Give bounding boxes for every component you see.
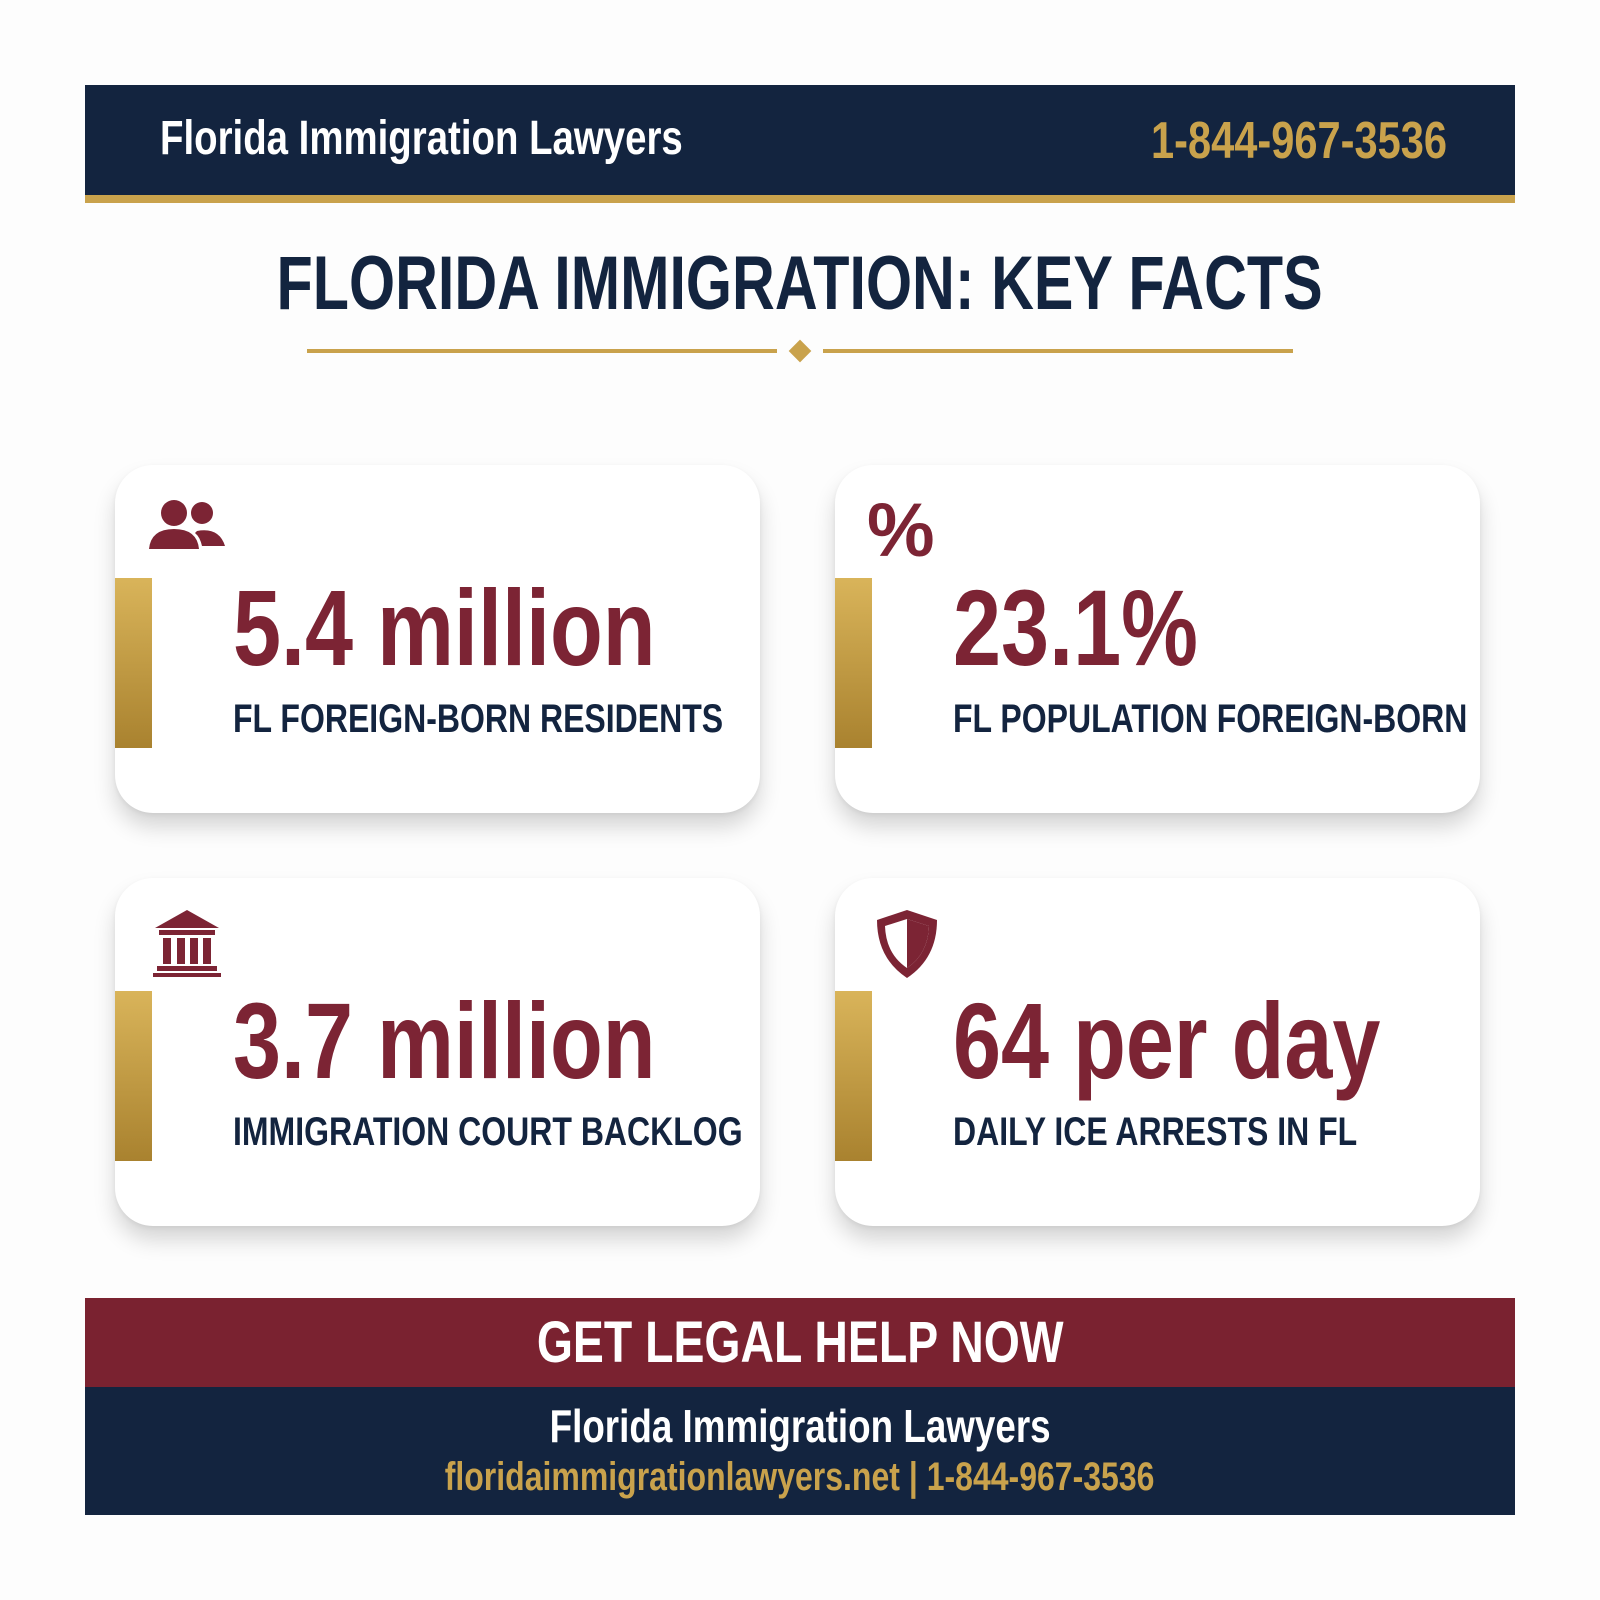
percent-icon: % xyxy=(867,488,935,573)
footer-firm-name: Florida Immigration Lawyers xyxy=(549,1400,1051,1452)
top-banner: Florida Immigration Lawyers 1-844-967-35… xyxy=(85,85,1515,203)
people-icon xyxy=(149,500,225,549)
brand-name: Florida Immigration Lawyers xyxy=(160,112,683,165)
get-legal-help-button[interactable]: GET LEGAL HELP NOW xyxy=(85,1298,1515,1387)
accent-bar xyxy=(115,578,152,748)
title-divider-left xyxy=(307,349,777,353)
separator: | xyxy=(909,1455,919,1499)
fact-card-population-percent: % 23.1% FL POPULATION FOREIGN-BORN xyxy=(835,465,1480,813)
fact-label: FL FOREIGN-BORN RESIDENTS xyxy=(233,697,724,741)
fact-label: DAILY ICE ARRESTS IN FL xyxy=(953,1110,1358,1154)
fact-card-court-backlog: 3.7 million IMMIGRATION COURT BACKLOG xyxy=(115,878,760,1226)
accent-bar xyxy=(115,991,152,1161)
footer-contact: floridaimmigrationlawyers.net | 1-844-96… xyxy=(85,1455,1515,1500)
diamond-ornament xyxy=(788,339,812,363)
title-divider-right xyxy=(823,349,1293,353)
shield-icon xyxy=(877,910,937,978)
page-title: FLORIDA IMMIGRATION: KEY FACTS xyxy=(276,241,1324,326)
footer-banner: Florida Immigration Lawyers floridaimmig… xyxy=(85,1387,1515,1515)
footer-phone-link[interactable]: 1-844-967-3536 xyxy=(927,1455,1155,1499)
header-phone-link[interactable]: 1-844-967-3536 xyxy=(1150,112,1447,170)
fact-label: IMMIGRATION COURT BACKLOG xyxy=(233,1110,743,1154)
fact-card-ice-arrests: 64 per day DAILY ICE ARRESTS IN FL xyxy=(835,878,1480,1226)
fact-value: 3.7 million xyxy=(233,980,656,1101)
accent-bar xyxy=(835,991,872,1161)
fact-value: 23.1% xyxy=(953,567,1198,688)
fact-label: FL POPULATION FOREIGN-BORN xyxy=(953,697,1468,741)
fact-value: 5.4 million xyxy=(233,567,656,688)
accent-bar xyxy=(835,578,872,748)
website-link[interactable]: floridaimmigrationlawyers.net xyxy=(445,1455,901,1499)
fact-card-foreign-born: 5.4 million FL FOREIGN-BORN RESIDENTS xyxy=(115,465,760,813)
fact-value: 64 per day xyxy=(953,980,1381,1101)
cta-label: GET LEGAL HELP NOW xyxy=(536,1310,1064,1375)
courthouse-icon xyxy=(153,910,221,977)
